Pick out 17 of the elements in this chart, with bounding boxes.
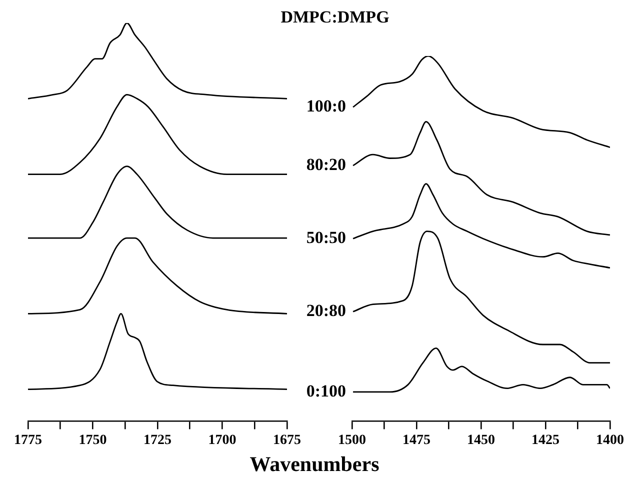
x-tick-label: 1775: [14, 433, 42, 448]
series-label: 20:80: [306, 301, 346, 320]
x-tick-label: 1425: [532, 433, 560, 448]
x-tick-label: 1475: [402, 433, 430, 448]
x-axis-title: Wavenumbers: [248, 452, 380, 477]
x-tick-label: 1700: [208, 433, 236, 448]
series-label: 100:0: [306, 96, 346, 116]
x-tick-label: 1675: [273, 433, 301, 448]
series-label: 0:100: [306, 381, 346, 400]
chart-title: DMPC:DMPG: [280, 7, 390, 26]
series-label: 50:50: [306, 228, 346, 247]
x-tick-label: 1500: [338, 433, 366, 448]
x-tick-label: 1450: [467, 433, 495, 448]
x-tick-label: 1750: [78, 433, 107, 448]
x-tick-label: 1400: [596, 433, 624, 448]
series-label: 80:20: [306, 154, 346, 174]
x-tick-label: 1725: [144, 433, 172, 448]
